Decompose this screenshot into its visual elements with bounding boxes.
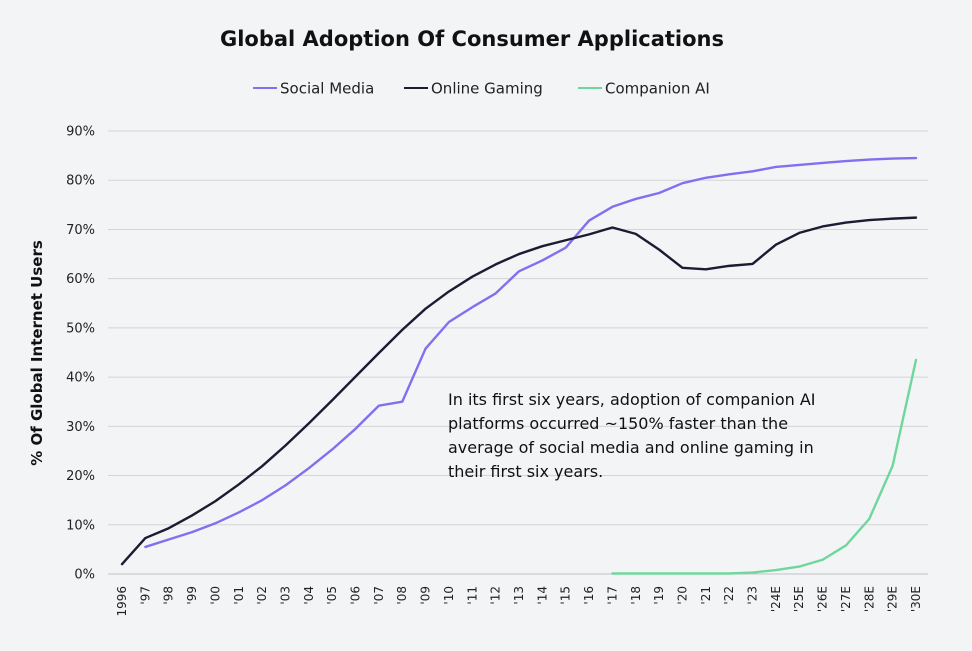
x-tick-label: '25E — [792, 586, 806, 612]
x-tick-label: '24E — [769, 586, 783, 612]
y-tick-label: 40% — [66, 371, 95, 386]
x-tick-label: '18 — [629, 586, 643, 605]
x-tick-label: '13 — [512, 586, 526, 605]
y-tick-label: 10% — [66, 518, 95, 533]
y-tick-label: 70% — [66, 223, 95, 238]
x-tick-label: '16 — [582, 586, 596, 605]
y-tick-label: 90% — [66, 125, 95, 140]
x-tick-label: '28E — [862, 586, 876, 612]
y-tick-label: 20% — [66, 469, 95, 484]
annotation-line: average of social media and online gamin… — [448, 438, 814, 457]
y-tick-label: 60% — [66, 272, 95, 287]
x-tick-label: 1996 — [115, 586, 129, 617]
x-tick-label: '20 — [675, 586, 689, 605]
x-tick-label: '10 — [442, 586, 456, 605]
x-tick-label: '98 — [162, 586, 176, 605]
y-tick-label: 50% — [66, 321, 95, 336]
x-tick-label: '09 — [419, 586, 433, 605]
legend-item-social-media: Social Media — [253, 80, 374, 98]
legend: Social Media Online Gaming Companion AI — [253, 80, 710, 98]
legend-item-online-gaming: Online Gaming — [404, 80, 543, 98]
x-tick-label: '06 — [349, 586, 363, 605]
x-tick-label: '30E — [909, 586, 923, 612]
series-lines — [120, 156, 918, 575]
series-line-social-media — [144, 156, 918, 549]
x-tick-label: '08 — [395, 586, 409, 605]
annotation-line: their first six years. — [448, 462, 603, 481]
series-line-online-gaming — [120, 216, 918, 566]
legend-item-companion-ai: Companion AI — [578, 80, 710, 98]
x-tick-label: '22 — [722, 586, 736, 605]
chart-title: Global Adoption Of Consumer Applications — [220, 27, 724, 51]
x-tick-label: '99 — [185, 586, 199, 605]
x-tick-label: '21 — [699, 586, 713, 605]
y-tick-label: 80% — [66, 174, 95, 189]
x-tick-label: '14 — [535, 586, 549, 605]
y-tick-label: 30% — [66, 420, 95, 435]
y-axis-ticks: 0% 10% 20% 30% 40% 50% 60% 70% 80% 90% — [66, 125, 95, 583]
x-tick-label: '11 — [465, 586, 479, 605]
x-tick-label: '23 — [746, 586, 760, 605]
x-tick-label: '12 — [489, 586, 503, 605]
x-tick-label: '01 — [232, 586, 246, 605]
x-axis-ticks: 1996 '97 '98 '99 '00 '01 '02 '03 '04 '05 '06 '07 '08… — [115, 586, 923, 617]
legend-label: Social Media — [280, 80, 374, 98]
x-tick-label: '02 — [255, 586, 269, 605]
x-tick-label: '19 — [652, 586, 666, 605]
annotation: In its first six years, adoption of comp… — [448, 390, 816, 481]
y-tick-label: 0% — [74, 568, 95, 583]
x-tick-label: '15 — [559, 586, 573, 605]
annotation-line: platforms occurred ~150% faster than the — [448, 414, 788, 433]
annotation-line: In its first six years, adoption of comp… — [448, 390, 816, 409]
x-tick-label: '07 — [372, 586, 386, 605]
x-tick-label: '29E — [886, 586, 900, 612]
x-tick-label: '97 — [138, 586, 152, 605]
x-tick-label: '04 — [302, 586, 316, 605]
x-tick-label: '05 — [325, 586, 339, 605]
legend-label: Online Gaming — [431, 80, 543, 98]
x-tick-label: '00 — [208, 586, 222, 605]
legend-label: Companion AI — [605, 80, 710, 98]
x-tick-label: '17 — [605, 586, 619, 605]
series-line-companion-ai — [611, 358, 918, 575]
gridlines — [108, 130, 928, 575]
x-tick-label: '03 — [278, 586, 292, 605]
x-tick-label: '26E — [816, 586, 830, 612]
x-tick-label: '27E — [839, 586, 853, 612]
y-axis-label: % Of Global Internet Users — [28, 240, 46, 466]
